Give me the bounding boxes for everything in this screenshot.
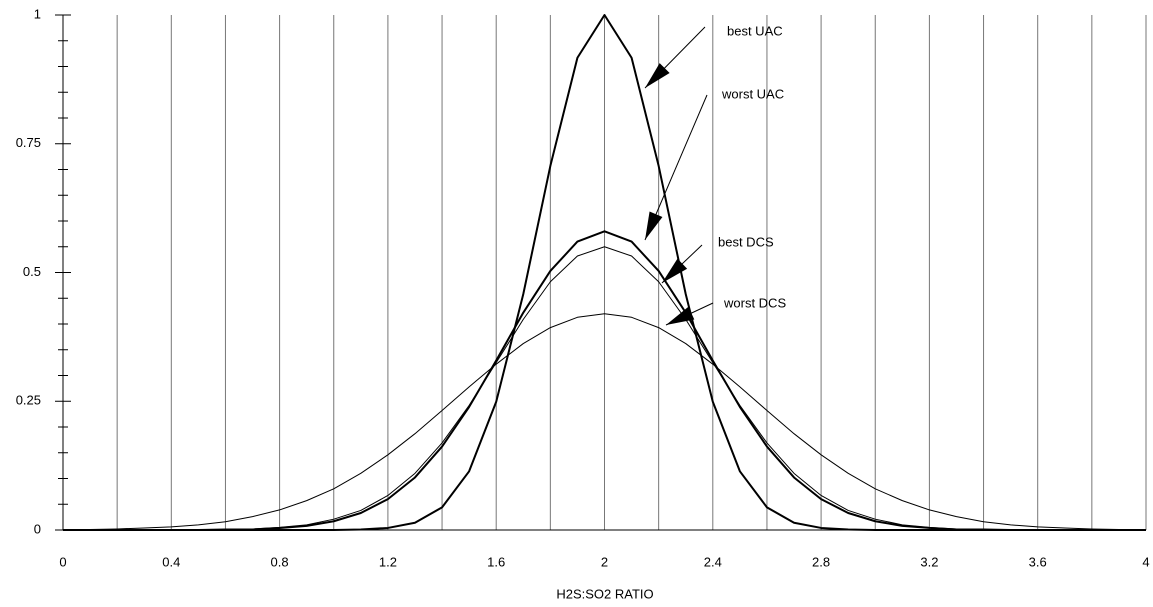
x-tick-label: 3.2	[920, 554, 938, 569]
x-tick-label: 0.8	[271, 554, 289, 569]
y-tick-label: 0.75	[16, 135, 41, 150]
legend-label: worst DCS	[723, 295, 786, 310]
y-tick-label: 1	[34, 6, 41, 21]
x-tick-label: 1.2	[379, 554, 397, 569]
legend-arrow-head	[662, 258, 688, 283]
y-tick-label: 0	[34, 521, 41, 536]
x-tick-label: 3.6	[1029, 554, 1047, 569]
legend-label: worst UAC	[721, 86, 784, 101]
x-axis-label: H2S:SO2 RATIO	[556, 586, 653, 601]
y-tick-label: 0.5	[23, 264, 41, 279]
x-tick-label: 2.4	[704, 554, 722, 569]
legend-arrow-head	[645, 63, 670, 88]
series-line	[63, 230, 1146, 531]
x-tick-label: 4	[1142, 554, 1149, 569]
x-tick-label: 0.4	[162, 554, 180, 569]
series-line	[63, 313, 1146, 530]
x-tick-label: 0	[59, 554, 66, 569]
x-tick-label: 1.6	[487, 554, 505, 569]
x-tick-label: 2	[601, 554, 608, 569]
legend-label: best DCS	[718, 234, 774, 249]
legend-label: best UAC	[727, 23, 783, 38]
y-tick-label: 0.25	[16, 393, 41, 408]
x-tick-label: 2.8	[812, 554, 830, 569]
legend-arrow-head	[666, 306, 695, 325]
legend-arrow-head	[645, 211, 663, 240]
